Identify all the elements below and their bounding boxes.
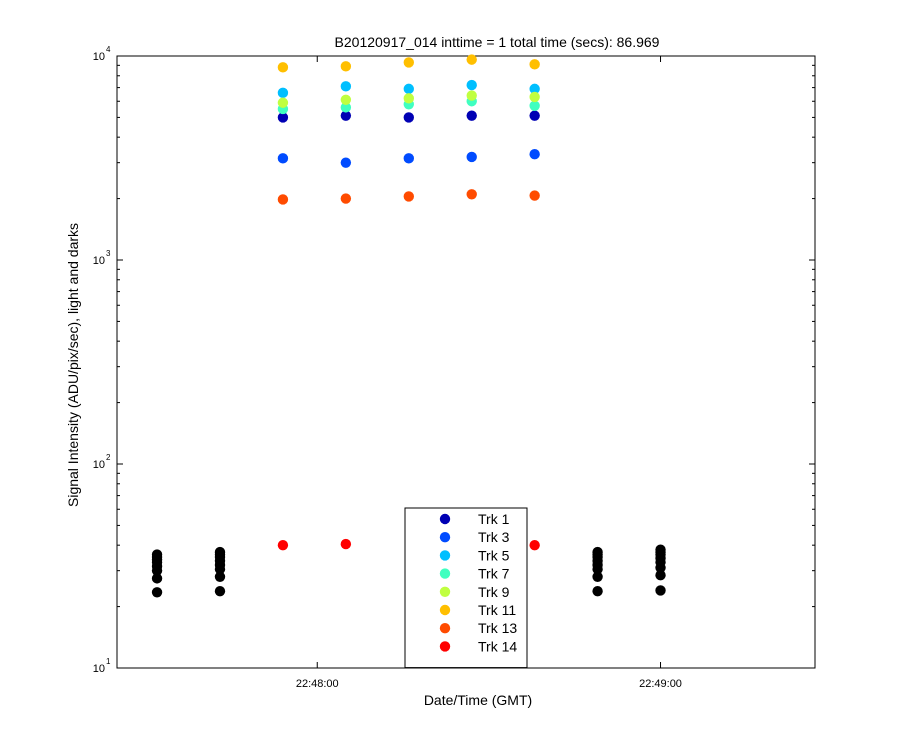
legend-marker <box>439 532 451 543</box>
dark-point <box>151 573 163 584</box>
dark-point <box>151 549 163 560</box>
legend-label: Trk 1 <box>478 511 510 527</box>
trk-9-point <box>529 91 540 103</box>
trk-1-point <box>277 112 289 123</box>
legend-label: Trk 3 <box>478 529 510 545</box>
legend-label: Trk 11 <box>478 602 516 618</box>
dark-point <box>214 571 226 582</box>
y-tick-label: 10 <box>93 459 105 471</box>
x-axis-label: Date/Time (GMT) <box>424 692 532 708</box>
y-tick-label: 10 <box>93 663 105 675</box>
data-points <box>151 54 666 598</box>
trk-1-point <box>529 110 540 121</box>
trk-13-point <box>529 190 540 201</box>
trk-1-point <box>403 112 414 123</box>
x-tick-labels: 22:48:00 22:49:00 <box>296 678 682 690</box>
legend-label: Trk 13 <box>478 620 517 636</box>
trk-3-point <box>340 157 352 168</box>
legend-marker <box>439 513 451 525</box>
trk-13-point <box>277 194 289 205</box>
dark-point <box>151 587 163 598</box>
trk-11-point <box>277 62 289 73</box>
y-tick-exponent: 4 <box>106 45 111 54</box>
trk-5-point <box>277 87 289 99</box>
y-tick-exponent: 3 <box>106 249 111 258</box>
trk-3-point <box>277 153 289 164</box>
trk-3-point <box>529 149 540 160</box>
dark-point <box>655 544 666 555</box>
trk-5-point <box>529 83 540 95</box>
dark-point <box>655 585 666 596</box>
legend-marker <box>439 604 451 616</box>
trk-5-point <box>466 79 477 91</box>
dark-point <box>214 546 226 558</box>
dark-point <box>655 570 666 581</box>
trk-1-point <box>466 110 477 121</box>
legend-label: Trk 9 <box>478 584 510 600</box>
y-tick-label: 10 <box>93 51 105 63</box>
legend-marker <box>439 550 451 561</box>
trk-9-point <box>277 97 289 108</box>
trk-11-point <box>466 54 477 65</box>
trk-13-point <box>403 191 414 202</box>
trk-11-point <box>529 59 540 70</box>
trk-5-point <box>340 81 352 92</box>
chart-title: B20120917_014 inttime = 1 total time (se… <box>335 34 660 50</box>
trk-14-point <box>529 539 540 551</box>
trk-14-point <box>277 539 289 551</box>
y-axis-label: Signal Intensity (ADU/pix/sec), light an… <box>65 223 81 507</box>
legend-box <box>404 507 528 669</box>
trk-1-point <box>340 110 352 121</box>
dark-point <box>592 571 603 582</box>
dark-point <box>214 585 226 597</box>
legend-label: Trk 7 <box>478 566 510 582</box>
legend-marker <box>439 586 451 597</box>
trk-7-point <box>529 100 540 112</box>
trk-5-point <box>403 83 414 95</box>
trk-13-point <box>340 193 352 204</box>
legend: Trk 1 Trk 3 Trk 5 Trk 7 Trk 9 Trk 11 Trk 13 Trk… <box>404 507 528 669</box>
trk-11-point <box>403 57 414 68</box>
trk-13-point <box>466 189 477 200</box>
axis-ticks <box>117 55 815 669</box>
legend-marker <box>439 623 451 634</box>
trk-3-point <box>403 153 414 164</box>
trk-3-point <box>466 151 477 163</box>
x-tick-label: 22:49:00 <box>639 678 682 690</box>
trk-11-point <box>340 61 352 72</box>
dark-point <box>592 546 603 558</box>
trk-7-point <box>340 102 352 113</box>
trk-9-point <box>403 93 414 104</box>
trk-9-point <box>466 90 477 101</box>
legend-label: Trk 5 <box>478 547 510 563</box>
y-tick-label: 10 <box>93 255 105 267</box>
legend-label: Trk 14 <box>478 638 517 654</box>
y-tick-exponent: 2 <box>106 453 111 462</box>
y-tick-exponent: 1 <box>106 657 111 666</box>
x-tick-label: 22:48:00 <box>296 678 339 690</box>
trk-14-point <box>340 538 352 550</box>
legend-marker <box>439 641 451 652</box>
trk-9-point <box>340 94 352 105</box>
dark-point <box>592 585 603 597</box>
legend-marker <box>439 568 451 579</box>
